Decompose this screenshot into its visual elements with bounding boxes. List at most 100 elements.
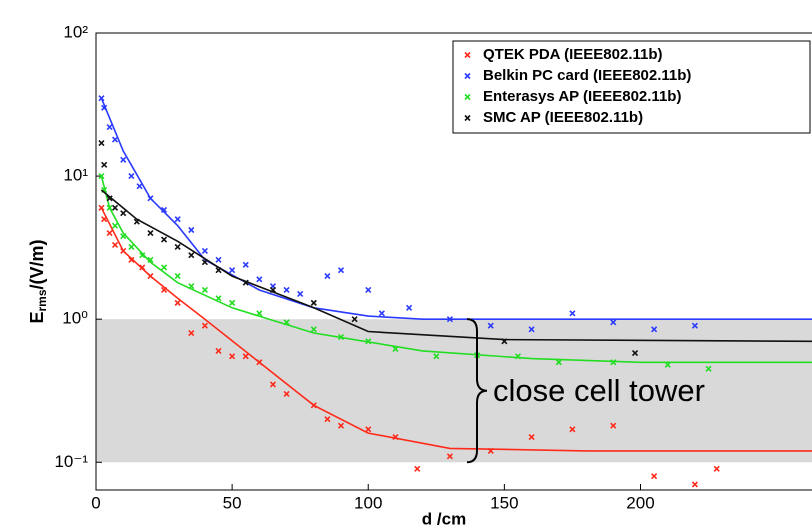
- data-point: [160, 264, 168, 271]
- x-tick-label: 0: [91, 493, 100, 512]
- data-point: [174, 273, 181, 280]
- data-point: [610, 359, 617, 366]
- data-point: [111, 204, 119, 211]
- plot-frame: [95, 32, 812, 491]
- data-point: [201, 259, 208, 266]
- data-point: [106, 204, 113, 211]
- data-point: [242, 261, 249, 268]
- data-point: [555, 359, 562, 366]
- data-point: [147, 273, 154, 280]
- data-point: [106, 229, 113, 237]
- data-point: [324, 416, 331, 423]
- data-point: [136, 183, 143, 190]
- data-point: [160, 206, 168, 214]
- fit-line: [100, 175, 812, 364]
- data-point: [501, 338, 508, 345]
- data-point: [713, 465, 720, 472]
- y-tick-label: 10¹: [63, 166, 88, 185]
- data-point: [106, 195, 113, 202]
- x-tick-label: 200: [626, 493, 654, 512]
- data-point: [201, 247, 208, 254]
- data-point: [128, 173, 135, 180]
- data-point: [215, 295, 222, 302]
- legend-label: QTEK PDA (IEEE802.11b): [483, 46, 663, 63]
- data-point: [691, 322, 699, 329]
- data-point: [569, 310, 576, 317]
- x-tick-label: 50: [223, 493, 242, 512]
- y-tick-label: 10⁰: [62, 309, 88, 328]
- data-point: [111, 136, 119, 143]
- data-point: [188, 283, 195, 290]
- data-point: [160, 286, 168, 294]
- data-point: [337, 267, 345, 274]
- annotation: close cell tower: [493, 373, 705, 408]
- data-point: [98, 173, 105, 180]
- data-point: [128, 243, 135, 250]
- data-point: [147, 256, 154, 263]
- data-point: [101, 104, 108, 111]
- data-point: [283, 390, 290, 398]
- data-point: [120, 156, 127, 163]
- legend-box: [452, 40, 811, 134]
- data-point: [139, 264, 146, 271]
- brace: [466, 318, 488, 464]
- x-tick-label: 100: [354, 493, 382, 512]
- x-axis-label: d /cm: [422, 509, 466, 528]
- x-tick-label: 150: [490, 493, 518, 512]
- fit-line: [100, 97, 812, 320]
- data-point: [705, 365, 712, 372]
- data-point: [297, 290, 304, 298]
- data-point: [569, 426, 576, 433]
- data-point: [392, 434, 399, 441]
- data-point: [269, 381, 277, 388]
- data-point: [610, 319, 617, 326]
- data-point: [188, 226, 195, 234]
- y-label-sub: rms: [35, 289, 49, 311]
- data-point: [106, 124, 113, 131]
- data-point: [256, 359, 263, 366]
- data-point: [337, 333, 345, 341]
- data-point: [174, 216, 181, 223]
- data-point: [111, 241, 119, 249]
- data-point: [101, 161, 108, 168]
- y-tick-label: 10⁻¹: [54, 452, 88, 471]
- data-point: [98, 140, 105, 147]
- data-point: [120, 233, 127, 240]
- data-point: [139, 252, 146, 259]
- data-point: [365, 426, 372, 433]
- data-point: [174, 299, 181, 306]
- data-point: [610, 422, 617, 429]
- data-point: [147, 195, 154, 202]
- data-point: [133, 218, 140, 225]
- data-point: [160, 236, 168, 243]
- data-point: [242, 353, 249, 360]
- fit-line: [100, 189, 812, 343]
- y-axis-label: Erms/(V/m): [27, 239, 49, 323]
- data-point: [229, 299, 236, 306]
- y-label-main: E: [27, 312, 47, 324]
- data-point: [229, 267, 236, 274]
- data-point: [101, 216, 108, 223]
- legend-marker: [464, 93, 471, 101]
- legend-label: SMC AP (IEEE802.11b): [483, 109, 643, 126]
- data-point: [365, 286, 372, 294]
- data-point: [120, 247, 127, 254]
- data-point: [98, 95, 105, 102]
- data-point: [111, 222, 119, 229]
- data-point: [651, 326, 658, 333]
- legend-marker: [464, 114, 471, 122]
- data-point: [487, 322, 494, 329]
- data-point: [147, 229, 154, 237]
- data-point: [378, 310, 385, 317]
- data-point: [337, 422, 345, 429]
- data-point: [188, 252, 195, 259]
- data-point: [256, 310, 263, 317]
- legend-label: Belkin PC card (IEEE802.11b): [483, 67, 691, 84]
- data-point: [188, 329, 195, 337]
- data-point: [324, 273, 331, 280]
- data-point: [514, 353, 522, 360]
- data-point: [392, 345, 399, 352]
- data-point: [283, 319, 290, 326]
- data-point: [120, 210, 127, 217]
- data-point: [664, 361, 671, 368]
